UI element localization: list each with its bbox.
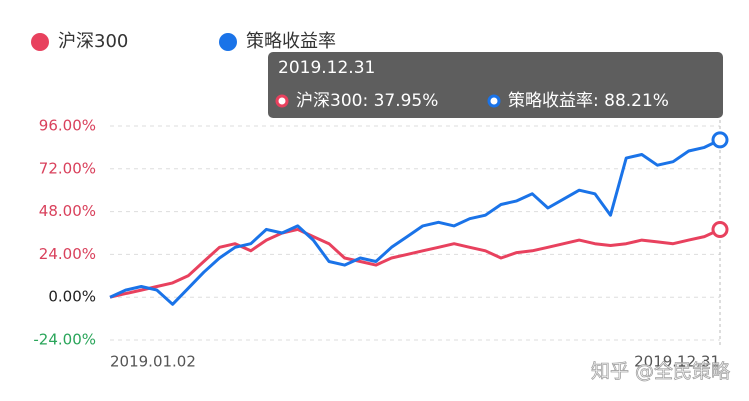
legend-label: 策略收益率 [246, 31, 336, 52]
end-point [711, 131, 729, 149]
tooltip-item: 策略收益率: 88.21% [508, 91, 669, 111]
legend-swatch [219, 33, 237, 51]
series-line [109, 138, 721, 306]
y-tick-label: 72.00% [39, 159, 96, 177]
x-tick-label: 2019.01.02 [110, 353, 196, 371]
y-tick-label: 24.00% [39, 245, 96, 263]
tooltip: 2019.12.31 沪深300: 37.95% 策略收益率: 88.21% [268, 52, 723, 118]
y-tick-label: -24.00% [33, 331, 96, 349]
tooltip-box [268, 52, 723, 118]
legend-swatch [31, 33, 49, 51]
tooltip-title: 2019.12.31 [278, 58, 375, 78]
watermark: 知乎 @全民策略 [591, 361, 730, 383]
y-tick-label: 96.00% [39, 117, 96, 135]
tooltip-item: 沪深300: 37.95% [296, 91, 438, 111]
y-tick-label: 48.00% [39, 202, 96, 220]
series-line [109, 227, 721, 299]
legend-label: 沪深300 [58, 31, 128, 52]
tooltip-dot [487, 94, 501, 108]
x-tick-label: 2019.12.31 [634, 353, 720, 371]
y-tick-label: 0.00% [48, 288, 96, 306]
tooltip-dot [275, 94, 289, 108]
end-point [711, 221, 729, 239]
